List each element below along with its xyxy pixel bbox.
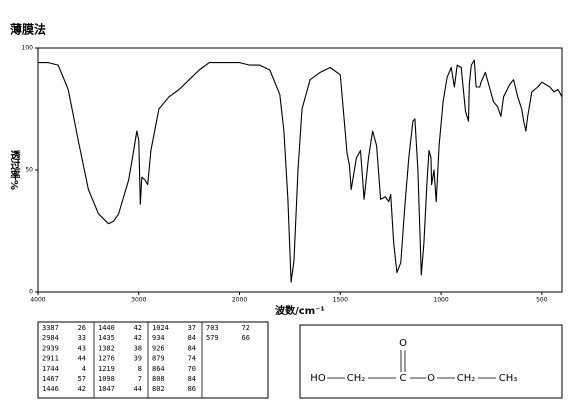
peak-transmittance: 42 [134, 324, 142, 332]
peak-transmittance: 43 [78, 344, 86, 352]
peak-wavenumber: 1024 [152, 324, 169, 332]
x-tick-label: 1000 [433, 297, 448, 304]
x-tick-label: 500 [536, 297, 548, 304]
peak-transmittance: 57 [78, 375, 86, 383]
peak-wavenumber: 926 [152, 344, 165, 352]
peak-wavenumber: 1047 [98, 385, 115, 393]
peak-transmittance: 42 [78, 385, 86, 393]
peak-transmittance: 44 [78, 355, 86, 363]
structure-atom: CH₃ [499, 373, 518, 384]
peak-transmittance: 84 [188, 344, 196, 352]
peak-transmittance: 38 [134, 344, 142, 352]
y-tick-label: 0 [29, 289, 33, 296]
peak-table-frame [37, 321, 269, 399]
peak-wavenumber: 2984 [42, 334, 59, 342]
peak-transmittance: 72 [242, 324, 250, 332]
peak-wavenumber: 802 [152, 385, 165, 393]
structure-atom: O [427, 373, 435, 384]
x-tick-label: 2000 [232, 297, 247, 304]
peak-wavenumber: 808 [152, 375, 165, 383]
y-tick-label: 50 [25, 167, 33, 174]
structure-atom: O [399, 338, 407, 349]
structure-atom: CH₂ [347, 373, 366, 384]
x-axis-label: 波数/cm⁻¹ [275, 304, 325, 317]
peak-transmittance: 84 [188, 375, 196, 383]
peak-wavenumber: 1435 [98, 334, 115, 342]
peak-transmittance: 4 [82, 365, 86, 373]
peak-wavenumber: 1382 [98, 344, 115, 352]
peak-wavenumber: 703 [206, 324, 219, 332]
peak-wavenumber: 2911 [42, 355, 59, 363]
peak-wavenumber: 1744 [42, 365, 59, 373]
peak-transmittance: 8 [138, 365, 142, 373]
plot-frame [37, 47, 563, 293]
x-tick-label: 4000 [30, 297, 45, 304]
peak-transmittance: 44 [134, 385, 142, 393]
peak-wavenumber: 579 [206, 334, 219, 342]
peak-wavenumber: 1440 [98, 324, 115, 332]
y-axis-label: 透过率% [8, 149, 20, 190]
spectrum-line [38, 59, 563, 283]
structure-frame [299, 324, 563, 399]
peak-wavenumber: 1467 [42, 375, 59, 383]
peak-wavenumber: 934 [152, 334, 165, 342]
peak-wavenumber: 3387 [42, 324, 59, 332]
y-tick-label: 100 [22, 45, 34, 52]
peak-transmittance: 39 [134, 355, 142, 363]
structure-bonds [327, 350, 496, 379]
peak-wavenumber: 2939 [42, 344, 59, 352]
peak-transmittance: 7 [138, 375, 142, 383]
chart-title: 薄膜法 [10, 22, 46, 37]
peak-transmittance: 86 [188, 385, 196, 393]
structure-atom: HO [310, 373, 326, 384]
peak-wavenumber: 879 [152, 355, 165, 363]
x-tick-label: 3000 [131, 297, 146, 304]
peak-wavenumber: 1219 [98, 365, 115, 373]
peak-transmittance: 42 [134, 334, 142, 342]
peak-transmittance: 33 [78, 334, 86, 342]
peak-wavenumber: 864 [152, 365, 165, 373]
peak-transmittance: 70 [188, 365, 196, 373]
peak-transmittance: 84 [188, 334, 196, 342]
peak-transmittance: 74 [188, 355, 196, 363]
peak-transmittance: 66 [242, 334, 250, 342]
peak-wavenumber: 1098 [98, 375, 115, 383]
structure-atom: C [400, 373, 407, 384]
x-tick-label: 1500 [333, 297, 348, 304]
peak-transmittance: 37 [188, 324, 196, 332]
peak-wavenumber: 1446 [42, 385, 59, 393]
peak-wavenumber: 1276 [98, 355, 115, 363]
structure-atom: CH₂ [457, 373, 476, 384]
peak-transmittance: 26 [78, 324, 86, 332]
